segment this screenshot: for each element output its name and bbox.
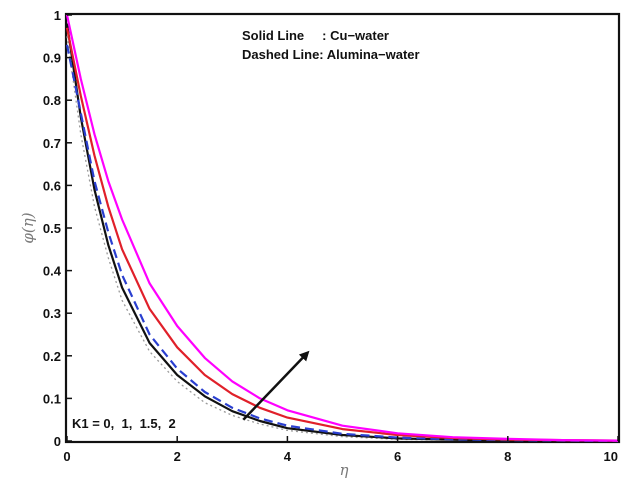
x-tick-label: 0 bbox=[63, 449, 70, 464]
series-line-5 bbox=[65, 14, 619, 442]
y-tick-label: 0 bbox=[54, 434, 61, 449]
legend-dashed-text: Dashed Line: Alumina−water bbox=[242, 47, 420, 62]
y-tick-label: 1 bbox=[54, 8, 61, 23]
y-tick-label: 0.4 bbox=[43, 264, 62, 279]
series-line-4 bbox=[65, 27, 619, 442]
series-layer bbox=[65, 14, 619, 443]
x-axis-label: η bbox=[340, 461, 349, 479]
y-tick-label: 0.2 bbox=[43, 349, 61, 364]
k1-increase-arrow bbox=[242, 350, 310, 421]
series-line-3 bbox=[65, 44, 619, 443]
y-tick-label: 0.7 bbox=[43, 136, 61, 151]
tick-layer: 0 2 4 6 8 10 0 0.1 0.2 0.3 0.4 0.5 0.6 0.7 0.8 0.9 1 bbox=[43, 8, 619, 464]
series-line-2 bbox=[65, 23, 618, 443]
x-tick-label: 2 bbox=[174, 449, 181, 464]
plot-frame bbox=[64, 12, 621, 444]
x-tick-label: 4 bbox=[284, 449, 292, 464]
x-tick-label: 10 bbox=[604, 449, 618, 464]
y-tick-label: 0.9 bbox=[43, 51, 61, 66]
y-tick-label: 0.6 bbox=[43, 178, 61, 193]
series-line-1 bbox=[66, 36, 618, 442]
x-tick-label: 8 bbox=[504, 449, 511, 464]
y-axis-label: φ(η) bbox=[19, 212, 37, 243]
y-tick-label: 0.3 bbox=[43, 306, 61, 321]
x-tick-label: 6 bbox=[394, 449, 401, 464]
y-tick-label: 0.8 bbox=[43, 93, 61, 108]
legend-solid-text: Solid Line : Cu−water bbox=[242, 28, 389, 43]
y-tick-label: 0.1 bbox=[43, 391, 61, 406]
y-tick-label: 0.5 bbox=[43, 221, 61, 236]
k1-annotation: K1 = 0, 1, 1.5, 2 bbox=[72, 416, 176, 431]
